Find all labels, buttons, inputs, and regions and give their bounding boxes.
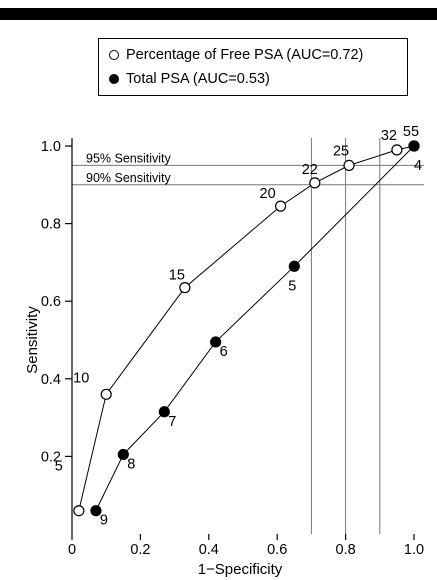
x-tick-label-5: 1.0 [404, 542, 424, 558]
y-tick-label-1: 0.4 [41, 372, 61, 388]
x-tick-label-0: 0 [68, 542, 76, 558]
data-label-1-5: 4 [414, 158, 422, 174]
data-point-0-1 [100, 388, 112, 400]
reference-lines: 95% Sensitivity 90% Sensitivity [72, 138, 424, 534]
data-point-0-2 [179, 282, 191, 294]
data-label-0-7: 55 [403, 124, 419, 140]
data-point-1-0 [90, 505, 102, 517]
point-labels: 5 10 15 20 22 25 32 55 9 8 7 6 5 4 [55, 124, 422, 529]
y-tick-label-3: 0.8 [41, 217, 61, 233]
open-circle-icon [109, 50, 119, 60]
data-points [73, 140, 420, 517]
data-label-0-1: 10 [73, 370, 89, 386]
data-point-1-2 [158, 406, 170, 418]
y-tick-label-0: 0.2 [41, 449, 61, 465]
data-point-1-5 [408, 140, 420, 152]
series-lines [78, 145, 415, 511]
data-label-0-5: 25 [333, 143, 349, 159]
series-line-0 [78, 145, 415, 511]
data-label-0-4: 22 [302, 162, 318, 178]
data-label-0-3: 20 [260, 186, 276, 202]
data-point-0-5 [343, 159, 355, 171]
legend-item-total-psa: Total PSA (AUC=0.53) [109, 71, 270, 87]
legend-label-total-psa: Total PSA (AUC=0.53) [126, 71, 270, 87]
data-point-0-0 [73, 505, 85, 517]
x-tick-label-4: 0.8 [336, 542, 356, 558]
header-bar [0, 8, 437, 20]
data-label-1-0: 9 [100, 513, 108, 529]
data-point-0-4 [309, 177, 321, 189]
data-label-1-1: 8 [127, 456, 135, 472]
data-label-0-6: 32 [381, 128, 397, 144]
axes: 0.2 0.4 0.6 0.8 1.0 0 0.2 0.4 0.6 0.8 1.0 [41, 138, 424, 558]
series-line-1 [95, 145, 415, 511]
x-axis-label: 1−Specificity [198, 561, 283, 578]
x-tick-label-2: 0.4 [199, 542, 219, 558]
x-tick-label-1: 0.2 [130, 542, 150, 558]
data-label-0-2: 15 [169, 268, 185, 284]
y-tick-label-2: 0.6 [41, 294, 61, 310]
legend-item-free-psa: Percentage of Free PSA (AUC=0.72) [109, 47, 363, 63]
reference-label-0: 95% Sensitivity [86, 151, 172, 165]
data-label-1-4: 5 [288, 278, 296, 294]
data-point-0-3 [275, 200, 287, 212]
data-point-1-1 [117, 448, 129, 461]
data-label-1-3: 6 [220, 344, 228, 360]
legend: Percentage of Free PSA (AUC=0.72) Total … [98, 38, 408, 96]
y-axis-label: Sensitivity [24, 306, 41, 374]
data-label-1-2: 7 [168, 414, 176, 430]
data-point-0-6 [391, 144, 403, 156]
data-point-1-4 [288, 260, 300, 272]
y-tick-label-4: 1.0 [41, 139, 61, 155]
reference-label-1: 90% Sensitivity [86, 171, 172, 185]
data-point-1-3 [210, 336, 222, 348]
x-tick-label-3: 0.6 [267, 542, 287, 558]
data-label-0-0: 5 [55, 459, 63, 475]
filled-circle-icon [109, 74, 119, 84]
legend-label-free-psa: Percentage of Free PSA (AUC=0.72) [126, 47, 364, 63]
